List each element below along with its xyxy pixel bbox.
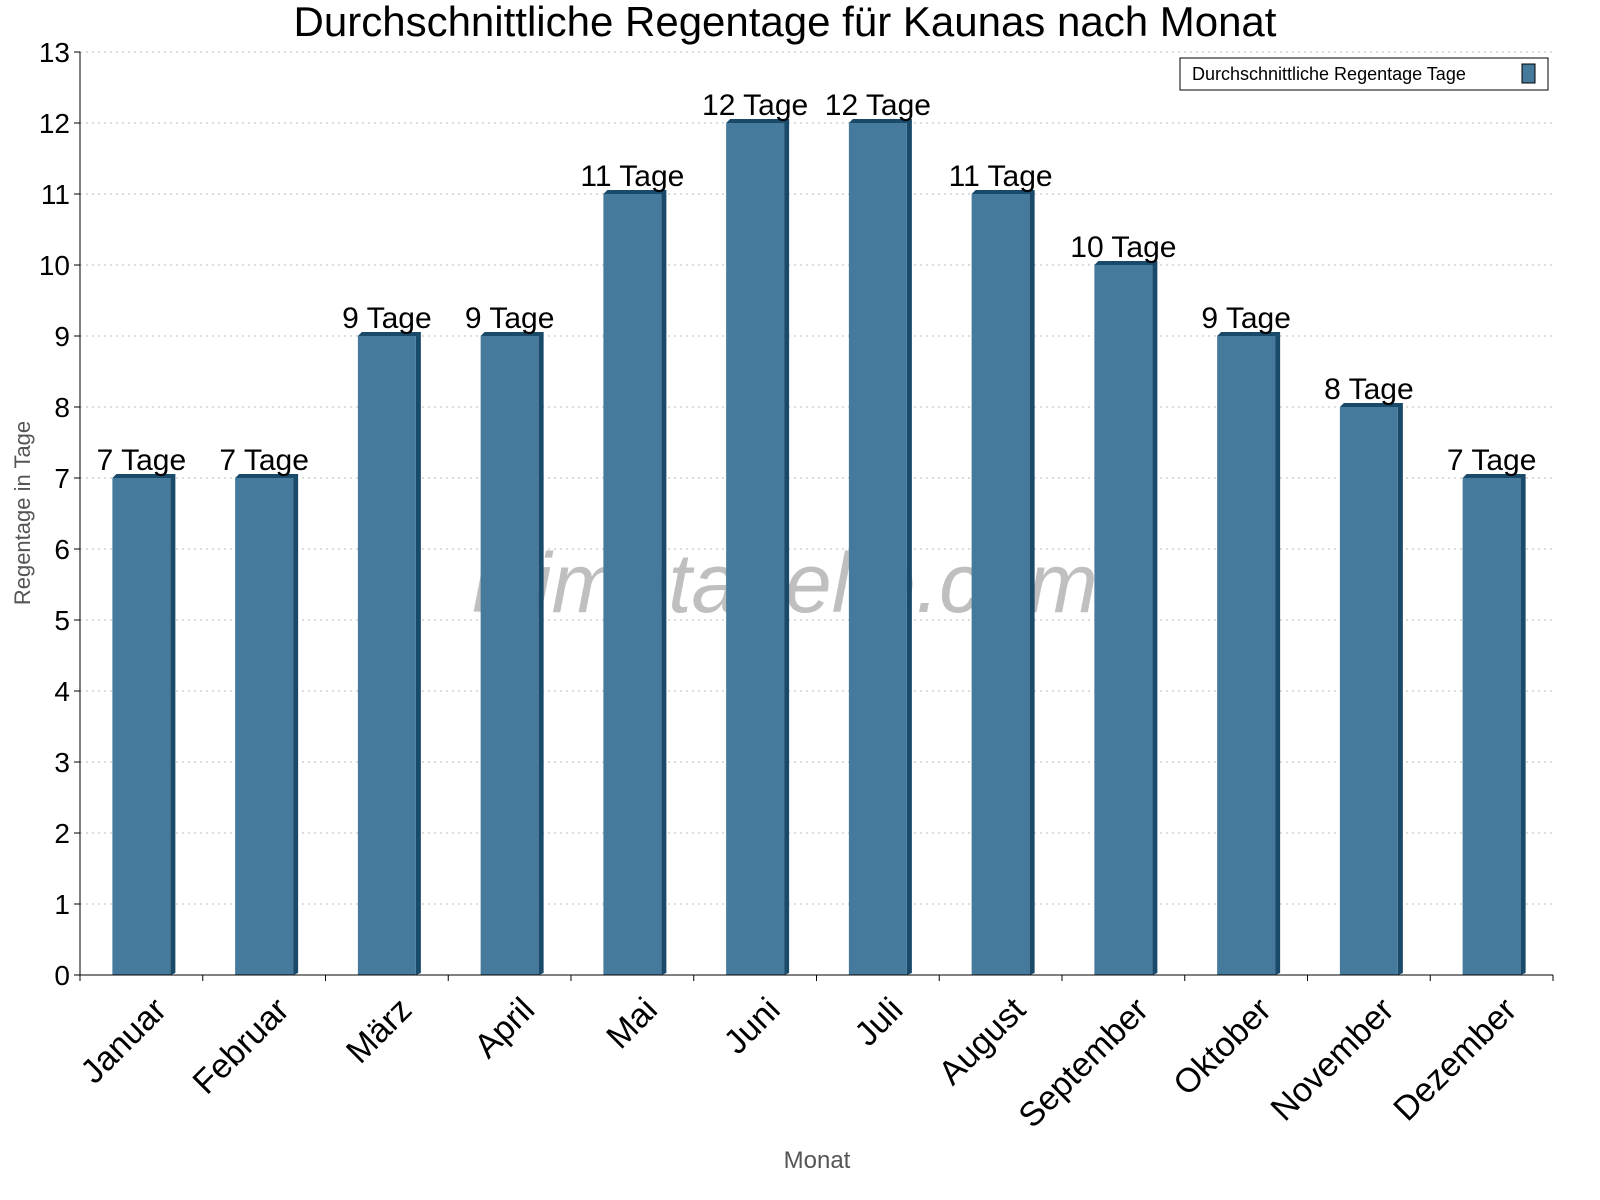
y-tick-label: 6: [54, 534, 70, 565]
y-tick-label: 12: [39, 108, 70, 139]
bar: [235, 478, 294, 975]
y-tick-label: 11: [41, 179, 70, 210]
data-label: 11 Tage: [949, 160, 1053, 193]
y-tick-label: 7: [54, 463, 70, 494]
bar: [971, 194, 1030, 975]
bar: [1094, 265, 1153, 975]
x-tick-label: Dezember: [1386, 991, 1524, 1129]
bar: [112, 478, 171, 975]
x-tick-label: Oktober: [1166, 991, 1278, 1103]
y-tick-label: 4: [54, 676, 70, 707]
x-tick-label: November: [1264, 991, 1402, 1129]
chart-title: Durchschnittliche Regentage für Kaunas n…: [294, 0, 1277, 45]
y-tick-label: 2: [54, 818, 70, 849]
bar: [726, 123, 785, 975]
y-tick-label: 10: [39, 250, 70, 281]
bar: [848, 123, 907, 975]
data-label: 9 Tage: [1201, 302, 1291, 335]
bar: [1217, 336, 1276, 975]
x-tick-label: Juli: [847, 991, 910, 1054]
x-tick-label: Juni: [717, 991, 788, 1062]
legend: Durchschnittliche Regentage Tage: [1179, 57, 1549, 91]
data-label: 9 Tage: [465, 302, 555, 335]
bars: 7 Tage 7 Tage 9 Tage 9 Tage 11 Tage 12 Tage 12…: [97, 89, 1537, 975]
data-label: 8 Tage: [1324, 373, 1414, 406]
y-tick-label: 9: [54, 321, 70, 352]
x-tick-label: März: [339, 991, 419, 1071]
x-tick-label: Februar: [186, 991, 297, 1102]
data-label: 11 Tage: [580, 160, 684, 193]
x-tick-label: Januar: [73, 991, 173, 1091]
y-tick-label: 3: [54, 747, 70, 778]
x-tick-label: September: [1011, 991, 1155, 1135]
bar: [603, 194, 662, 975]
y-tick-label: 13: [39, 37, 70, 68]
legend-swatch: [1521, 63, 1536, 84]
bar: [1339, 407, 1398, 975]
y-tick-label: 5: [54, 605, 70, 636]
data-label: 7 Tage: [97, 444, 187, 477]
bar: [1462, 478, 1521, 975]
data-label: 12 Tage: [702, 89, 808, 122]
x-tick-label: April: [467, 991, 542, 1066]
x-tick-label: Mai: [599, 991, 665, 1057]
y-tick-label: 0: [54, 960, 70, 991]
x-tick-label: August: [931, 990, 1033, 1092]
legend-label: Durchschnittliche Regentage Tage: [1192, 64, 1466, 84]
data-label: 7 Tage: [219, 444, 309, 477]
data-label: 12 Tage: [825, 89, 931, 122]
data-label: 9 Tage: [342, 302, 432, 335]
bar: [480, 336, 539, 975]
y-axis-label: Regentage in Tage: [10, 421, 35, 605]
x-axis-label: Monat: [784, 1147, 851, 1174]
data-label: 10 Tage: [1070, 231, 1176, 264]
y-tick-label: 1: [54, 889, 70, 920]
y-tick-label: 8: [54, 392, 70, 423]
bar: [357, 336, 416, 975]
grid-lines: [80, 51, 1553, 905]
data-label: 7 Tage: [1447, 444, 1537, 477]
